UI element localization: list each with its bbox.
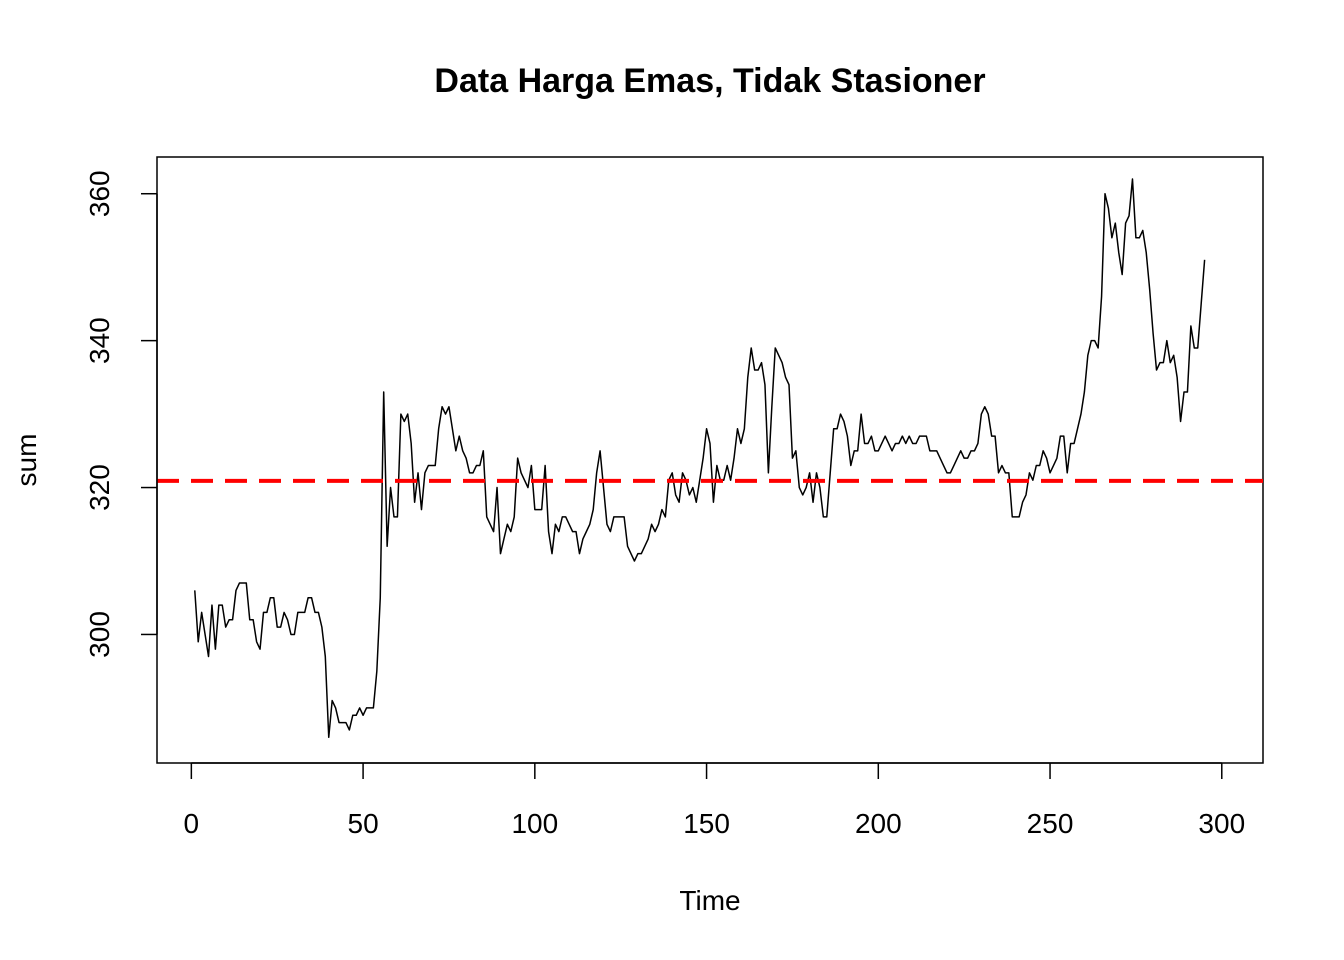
x-axis: 0 50 100 150 200 250 300	[184, 762, 1245, 839]
x-tick-label-200: 200	[855, 808, 902, 839]
y-tick-label-300: 300	[84, 611, 115, 658]
x-tick-label-50: 50	[348, 808, 379, 839]
x-tick-label-250: 250	[1027, 808, 1074, 839]
chart-title: Data Harga Emas, Tidak Stasioner	[434, 62, 985, 100]
x-tick-label-300: 300	[1198, 808, 1245, 839]
y-tick-label-320: 320	[84, 464, 115, 511]
y-tick-label-340: 340	[84, 317, 115, 364]
x-tick-label-150: 150	[683, 808, 730, 839]
y-axis: 300 320 340 360	[84, 170, 158, 658]
x-tick-label-100: 100	[511, 808, 558, 839]
x-tick-label-0: 0	[184, 808, 200, 839]
x-axis-label: Time	[679, 885, 740, 916]
y-tick-label-360: 360	[84, 170, 115, 217]
y-axis-label: sum	[11, 434, 42, 487]
series-line-0	[194, 178, 1206, 739]
plot-area	[156, 156, 1264, 764]
plot-frame	[156, 156, 1264, 764]
